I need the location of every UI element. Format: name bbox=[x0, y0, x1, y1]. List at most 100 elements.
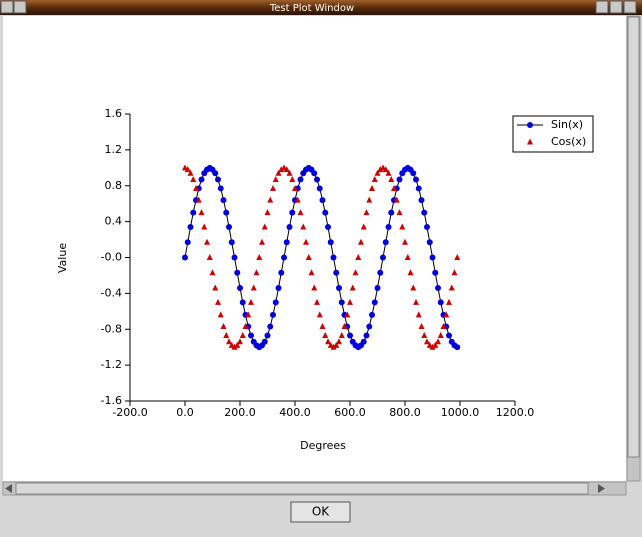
point bbox=[226, 224, 232, 231]
point bbox=[267, 323, 274, 330]
point bbox=[239, 299, 246, 306]
vertical-scroll-thumb[interactable] bbox=[627, 16, 640, 458]
y-tick-label: 0.4 bbox=[105, 215, 123, 228]
point bbox=[187, 169, 194, 176]
point bbox=[215, 176, 221, 183]
point bbox=[454, 254, 461, 260]
point bbox=[432, 269, 439, 276]
legend-marker bbox=[527, 138, 533, 145]
point bbox=[209, 269, 216, 276]
point bbox=[369, 184, 375, 191]
point bbox=[182, 254, 188, 261]
x-axis-label: Degrees bbox=[300, 439, 346, 452]
point bbox=[396, 176, 403, 183]
point bbox=[314, 298, 320, 305]
point bbox=[404, 254, 411, 260]
point bbox=[190, 209, 197, 216]
point bbox=[360, 223, 367, 230]
point bbox=[333, 269, 340, 276]
legend-marker bbox=[527, 122, 533, 128]
point bbox=[446, 332, 452, 339]
point bbox=[259, 238, 265, 245]
point bbox=[286, 224, 293, 231]
point bbox=[393, 196, 400, 203]
y-tick-label: -1.6 bbox=[101, 394, 122, 407]
point bbox=[187, 224, 194, 231]
point bbox=[385, 224, 392, 231]
point bbox=[429, 254, 436, 261]
point bbox=[327, 239, 334, 246]
point bbox=[426, 239, 433, 246]
point bbox=[435, 338, 441, 345]
point bbox=[413, 176, 419, 183]
shade-button[interactable] bbox=[13, 0, 27, 14]
point bbox=[421, 209, 428, 216]
close-button[interactable] bbox=[623, 0, 637, 14]
point bbox=[407, 269, 414, 276]
legend-label: Sin(x) bbox=[551, 118, 583, 131]
point bbox=[424, 224, 430, 231]
x-tick-label: 1200.0 bbox=[496, 406, 535, 419]
scroll-right-arrow[interactable] bbox=[598, 484, 605, 493]
point bbox=[336, 284, 342, 291]
point bbox=[228, 239, 235, 246]
maximize-button[interactable] bbox=[609, 0, 623, 14]
point bbox=[316, 185, 323, 192]
point bbox=[413, 298, 419, 305]
point bbox=[333, 341, 340, 348]
point bbox=[231, 343, 238, 350]
point bbox=[289, 175, 296, 182]
point bbox=[289, 209, 296, 216]
x-tick-label: 600.0 bbox=[334, 406, 366, 419]
point bbox=[245, 311, 252, 318]
minimize-button[interactable] bbox=[595, 0, 609, 14]
point bbox=[212, 284, 219, 291]
point bbox=[270, 311, 276, 318]
point bbox=[371, 299, 378, 306]
point bbox=[410, 284, 417, 291]
point bbox=[352, 269, 359, 276]
point bbox=[297, 209, 304, 216]
point bbox=[308, 269, 315, 276]
point bbox=[234, 341, 241, 348]
horizontal-scroll-thumb[interactable] bbox=[15, 482, 589, 495]
point bbox=[184, 239, 191, 246]
point bbox=[223, 209, 230, 216]
point bbox=[242, 323, 249, 330]
point bbox=[270, 184, 276, 191]
scroll-left-arrow[interactable] bbox=[5, 484, 12, 493]
point bbox=[322, 332, 329, 339]
point bbox=[336, 338, 342, 345]
point bbox=[388, 175, 395, 182]
x-tick-label: -200.0 bbox=[112, 406, 147, 419]
plot: Degrees Value 1.6 1.2 0.8 0.4 -0.0 -0.4 -0.8 -1… bbox=[56, 107, 594, 452]
point bbox=[424, 338, 430, 345]
point bbox=[283, 239, 290, 246]
point bbox=[347, 332, 353, 339]
point bbox=[322, 209, 329, 216]
point bbox=[220, 323, 227, 330]
point bbox=[363, 209, 370, 216]
point bbox=[264, 332, 271, 339]
point bbox=[303, 238, 309, 245]
ok-button[interactable] bbox=[290, 501, 351, 523]
menu-button[interactable] bbox=[0, 0, 14, 14]
ok-button-label[interactable]: OK bbox=[312, 505, 330, 519]
point bbox=[421, 332, 428, 339]
point bbox=[206, 254, 213, 260]
legend-box bbox=[512, 115, 594, 153]
point bbox=[190, 175, 197, 182]
point bbox=[377, 166, 384, 173]
point bbox=[272, 175, 279, 182]
y-tick-label: -1.2 bbox=[101, 358, 122, 371]
point bbox=[275, 169, 282, 176]
point bbox=[385, 169, 392, 176]
point bbox=[264, 209, 271, 216]
point bbox=[396, 209, 403, 216]
point bbox=[344, 311, 351, 318]
point bbox=[220, 197, 227, 204]
point bbox=[446, 298, 452, 305]
point bbox=[278, 166, 285, 173]
